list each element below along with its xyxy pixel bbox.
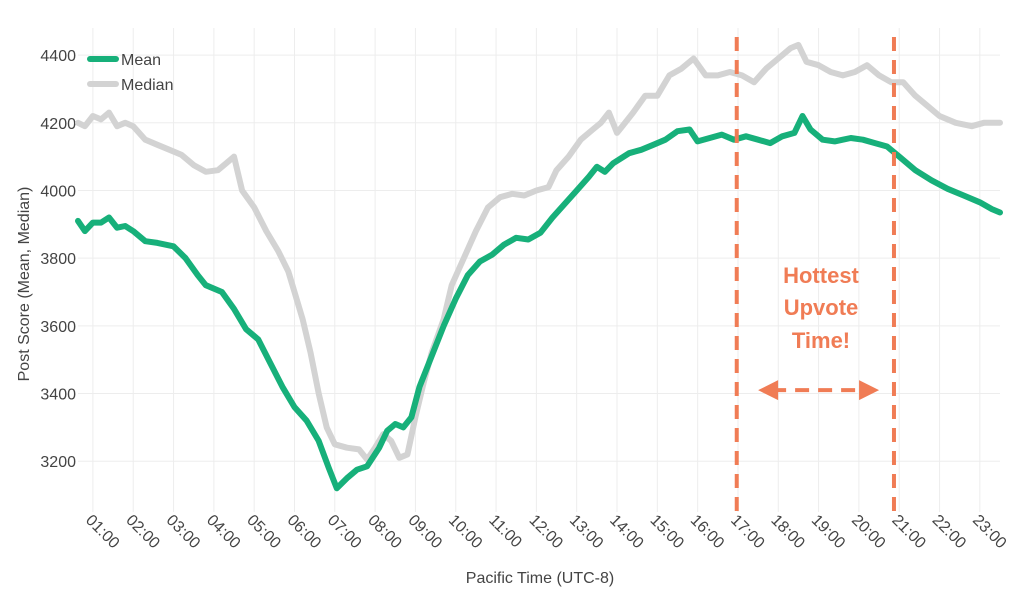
series-line-median: [75, 41, 1003, 463]
x-tick-label: 02:00: [122, 512, 162, 552]
series-lines: [75, 41, 1003, 492]
x-tick-label: 08:00: [364, 512, 404, 552]
x-axis-ticks: 01:00 02:00 03:00 04:00 05:00 06:00 07:00 08:00…: [82, 512, 1009, 552]
y-tick-label: 3200: [40, 454, 76, 471]
y-tick-label: 3400: [40, 387, 76, 404]
y-axis-ticks: 3200 3400 3600 3800 4000 4200 4400: [40, 48, 76, 471]
x-tick-label: 19:00: [808, 512, 848, 552]
y-tick-label: 4400: [40, 48, 76, 65]
x-tick-label: 15:00: [646, 512, 686, 552]
annotation: Hottest Upvote Time!: [758, 263, 880, 401]
x-tick-label: 03:00: [163, 512, 203, 552]
y-tick-label: 4000: [40, 183, 76, 200]
y-axis-title: Post Score (Mean, Median): [16, 187, 33, 382]
annotation-line-2: Upvote: [784, 295, 859, 320]
legend-label-mean: Mean: [121, 52, 161, 69]
annotation-line-3: Time!: [792, 328, 850, 353]
arrow-head-left: [758, 380, 779, 401]
x-tick-label: 06:00: [284, 512, 324, 552]
time-markers: [734, 37, 896, 514]
arrow-head-right: [859, 380, 880, 401]
legend: Mean Median: [87, 52, 173, 94]
x-tick-label: 20:00: [848, 512, 888, 552]
double-arrow-icon: [758, 380, 880, 401]
x-tick-label: 21:00: [888, 512, 928, 552]
y-tick-label: 3600: [40, 319, 76, 336]
x-tick-label: 11:00: [485, 512, 525, 552]
grid-lines: [78, 28, 1000, 512]
annotation-line-1: Hottest: [783, 263, 859, 288]
y-tick-label: 3800: [40, 251, 76, 268]
x-tick-label: 14:00: [606, 512, 646, 552]
x-tick-label: 17:00: [727, 512, 767, 552]
x-tick-label: 10:00: [445, 512, 485, 552]
x-tick-label: 13:00: [566, 512, 606, 552]
x-tick-label: 05:00: [243, 512, 283, 552]
x-tick-label: 09:00: [405, 512, 445, 552]
x-tick-label: 23:00: [969, 512, 1009, 552]
x-tick-label: 12:00: [526, 512, 566, 552]
legend-label-median: Median: [121, 77, 173, 94]
series-line-mean: [75, 113, 1003, 492]
x-tick-label: 16:00: [687, 512, 727, 552]
x-tick-label: 01:00: [82, 512, 122, 552]
x-axis-title: Pacific Time (UTC-8): [466, 570, 614, 587]
x-tick-label: 22:00: [929, 512, 969, 552]
y-tick-label: 4200: [40, 116, 76, 133]
x-tick-label: 07:00: [324, 512, 364, 552]
x-tick-label: 04:00: [203, 512, 243, 552]
x-tick-label: 18:00: [767, 512, 807, 552]
